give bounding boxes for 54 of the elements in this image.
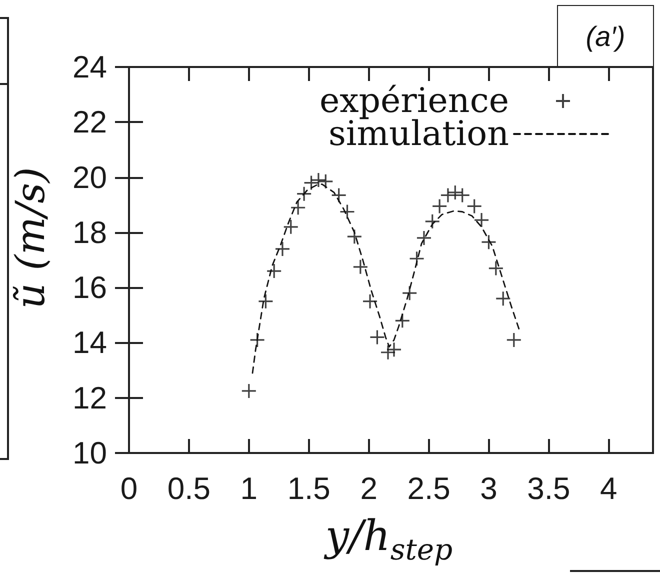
point [318, 174, 334, 190]
point [440, 187, 456, 204]
x-tick-label: 2.5 [407, 471, 450, 506]
x-tick-label: 1.5 [287, 471, 330, 506]
point [424, 214, 440, 230]
x-tick-label: 3 [480, 471, 498, 506]
point [466, 198, 482, 214]
label-frame: (a′) [557, 5, 654, 68]
point [394, 312, 410, 328]
x-tick-label: 3.5 [527, 471, 570, 506]
y-tick-label: 22 [72, 104, 107, 140]
point [454, 187, 470, 204]
point [258, 294, 274, 310]
y-tick-label: 18 [72, 214, 107, 250]
point [402, 285, 418, 301]
x-tick-label: 1 [240, 471, 258, 506]
point [362, 294, 378, 310]
point [432, 198, 448, 214]
x-tick-label: 0.5 [167, 471, 211, 506]
point [352, 259, 368, 275]
point [474, 212, 490, 228]
point [346, 228, 362, 244]
point [495, 290, 511, 306]
point [369, 329, 386, 345]
point [241, 383, 257, 399]
point [386, 342, 402, 358]
point [266, 263, 282, 279]
y-tick-label: 10 [72, 436, 107, 470]
y-tick-label: 16 [72, 270, 107, 306]
point [480, 234, 497, 250]
x-axis-title: y/h$_{step}$ [325, 511, 453, 566]
y-tick-label: 14 [72, 325, 107, 360]
point [310, 172, 326, 188]
x-tick-label: 0 [120, 471, 138, 506]
point [250, 332, 266, 348]
point [339, 204, 356, 220]
point [416, 230, 432, 246]
point [290, 200, 306, 216]
point [488, 260, 504, 276]
x-tick-label: 2 [360, 471, 378, 506]
y-tick-label: 20 [72, 160, 107, 195]
point [296, 186, 312, 202]
point [506, 332, 522, 348]
point [331, 187, 347, 204]
point [380, 344, 396, 360]
point [408, 250, 425, 266]
point [283, 219, 299, 235]
y-axis-title: ũ (m/s) [8, 167, 54, 309]
point [274, 241, 290, 257]
y-tick-label: 12 [72, 380, 107, 416]
point [303, 175, 320, 191]
x-tick-label: 4 [600, 471, 618, 506]
point [447, 184, 463, 200]
y-tick-label: 24 [72, 50, 107, 84]
